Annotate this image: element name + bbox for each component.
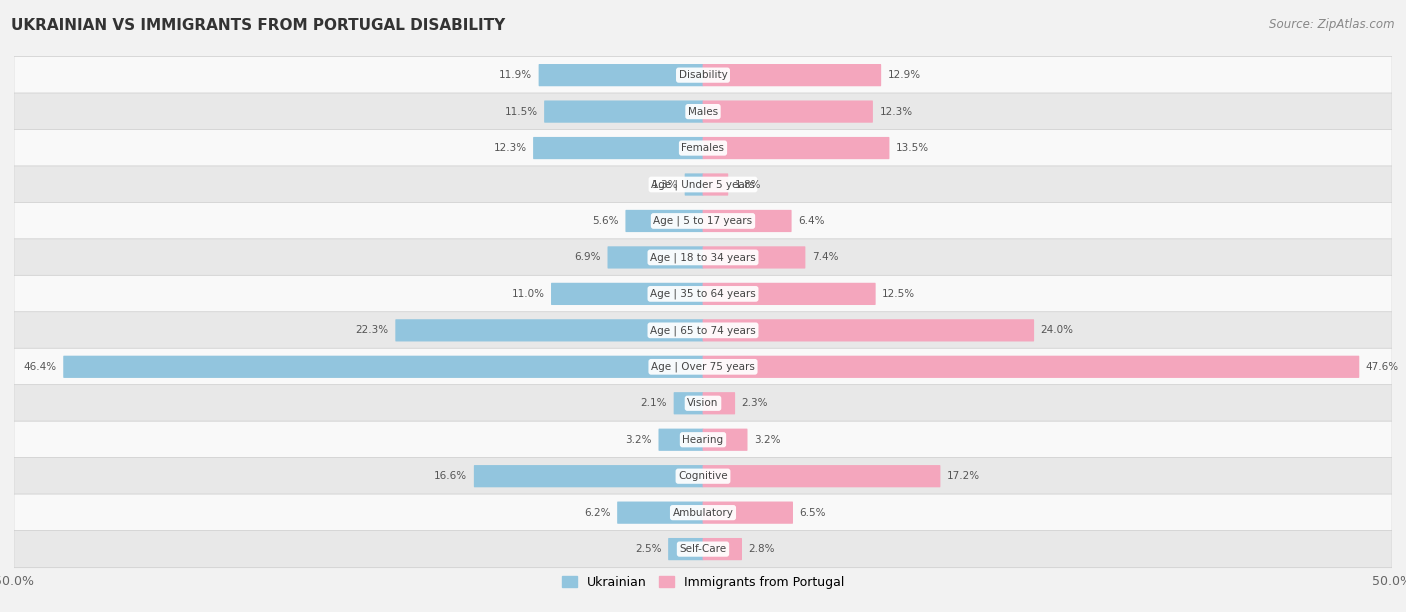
Text: 2.3%: 2.3% [741,398,768,408]
FancyBboxPatch shape [538,64,703,86]
Text: 22.3%: 22.3% [356,326,389,335]
FancyBboxPatch shape [14,385,1392,422]
FancyBboxPatch shape [14,203,1392,239]
FancyBboxPatch shape [658,428,703,451]
Text: 3.2%: 3.2% [754,435,780,445]
Text: Age | Over 75 years: Age | Over 75 years [651,362,755,372]
Text: Age | 5 to 17 years: Age | 5 to 17 years [654,215,752,226]
Text: 1.8%: 1.8% [735,179,761,190]
FancyBboxPatch shape [14,275,1392,313]
FancyBboxPatch shape [474,465,703,487]
Text: Vision: Vision [688,398,718,408]
FancyBboxPatch shape [703,283,876,305]
FancyBboxPatch shape [703,100,873,123]
Text: Disability: Disability [679,70,727,80]
Text: 5.6%: 5.6% [592,216,619,226]
FancyBboxPatch shape [626,210,703,232]
FancyBboxPatch shape [544,100,703,123]
FancyBboxPatch shape [703,428,748,451]
Text: 16.6%: 16.6% [434,471,467,481]
Text: Self-Care: Self-Care [679,544,727,554]
FancyBboxPatch shape [14,458,1392,494]
FancyBboxPatch shape [703,319,1033,341]
FancyBboxPatch shape [14,56,1392,94]
Text: Age | 35 to 64 years: Age | 35 to 64 years [650,289,756,299]
FancyBboxPatch shape [14,130,1392,166]
FancyBboxPatch shape [703,392,735,414]
Text: 47.6%: 47.6% [1365,362,1399,372]
Text: 2.5%: 2.5% [636,544,662,554]
Text: Hearing: Hearing [682,435,724,445]
FancyBboxPatch shape [63,356,703,378]
FancyBboxPatch shape [617,501,703,524]
FancyBboxPatch shape [533,137,703,159]
Text: Males: Males [688,106,718,117]
Text: Cognitive: Cognitive [678,471,728,481]
Text: Source: ZipAtlas.com: Source: ZipAtlas.com [1270,18,1395,31]
Text: 17.2%: 17.2% [946,471,980,481]
Text: 46.4%: 46.4% [24,362,56,372]
FancyBboxPatch shape [703,137,890,159]
FancyBboxPatch shape [14,421,1392,458]
FancyBboxPatch shape [14,531,1392,568]
FancyBboxPatch shape [703,538,742,560]
Text: 11.9%: 11.9% [499,70,531,80]
FancyBboxPatch shape [703,210,792,232]
FancyBboxPatch shape [14,312,1392,349]
FancyBboxPatch shape [395,319,703,341]
FancyBboxPatch shape [703,465,941,487]
FancyBboxPatch shape [703,246,806,269]
Text: 1.3%: 1.3% [652,179,678,190]
Text: 3.2%: 3.2% [626,435,652,445]
FancyBboxPatch shape [703,501,793,524]
FancyBboxPatch shape [673,392,703,414]
FancyBboxPatch shape [14,494,1392,531]
Text: 12.3%: 12.3% [879,106,912,117]
FancyBboxPatch shape [668,538,703,560]
Text: 6.2%: 6.2% [583,507,610,518]
FancyBboxPatch shape [14,239,1392,276]
Text: 6.5%: 6.5% [800,507,825,518]
FancyBboxPatch shape [14,348,1392,386]
Text: 12.5%: 12.5% [882,289,915,299]
Text: 24.0%: 24.0% [1040,326,1074,335]
Text: 13.5%: 13.5% [896,143,929,153]
Text: 12.9%: 12.9% [887,70,921,80]
Text: Age | Under 5 years: Age | Under 5 years [651,179,755,190]
Text: 12.3%: 12.3% [494,143,527,153]
Text: 2.8%: 2.8% [748,544,775,554]
Text: Females: Females [682,143,724,153]
FancyBboxPatch shape [551,283,703,305]
Text: 11.5%: 11.5% [505,106,537,117]
Text: 11.0%: 11.0% [512,289,544,299]
FancyBboxPatch shape [607,246,703,269]
Legend: Ukrainian, Immigrants from Portugal: Ukrainian, Immigrants from Portugal [557,571,849,594]
Text: Ambulatory: Ambulatory [672,507,734,518]
FancyBboxPatch shape [703,173,728,196]
Text: 7.4%: 7.4% [811,252,838,263]
Text: UKRAINIAN VS IMMIGRANTS FROM PORTUGAL DISABILITY: UKRAINIAN VS IMMIGRANTS FROM PORTUGAL DI… [11,18,506,34]
Text: Age | 18 to 34 years: Age | 18 to 34 years [650,252,756,263]
Text: 6.9%: 6.9% [575,252,600,263]
FancyBboxPatch shape [14,93,1392,130]
FancyBboxPatch shape [14,166,1392,203]
Text: Age | 65 to 74 years: Age | 65 to 74 years [650,325,756,335]
FancyBboxPatch shape [685,173,703,196]
FancyBboxPatch shape [703,356,1360,378]
Text: 6.4%: 6.4% [799,216,824,226]
FancyBboxPatch shape [703,64,882,86]
Text: 2.1%: 2.1% [641,398,668,408]
